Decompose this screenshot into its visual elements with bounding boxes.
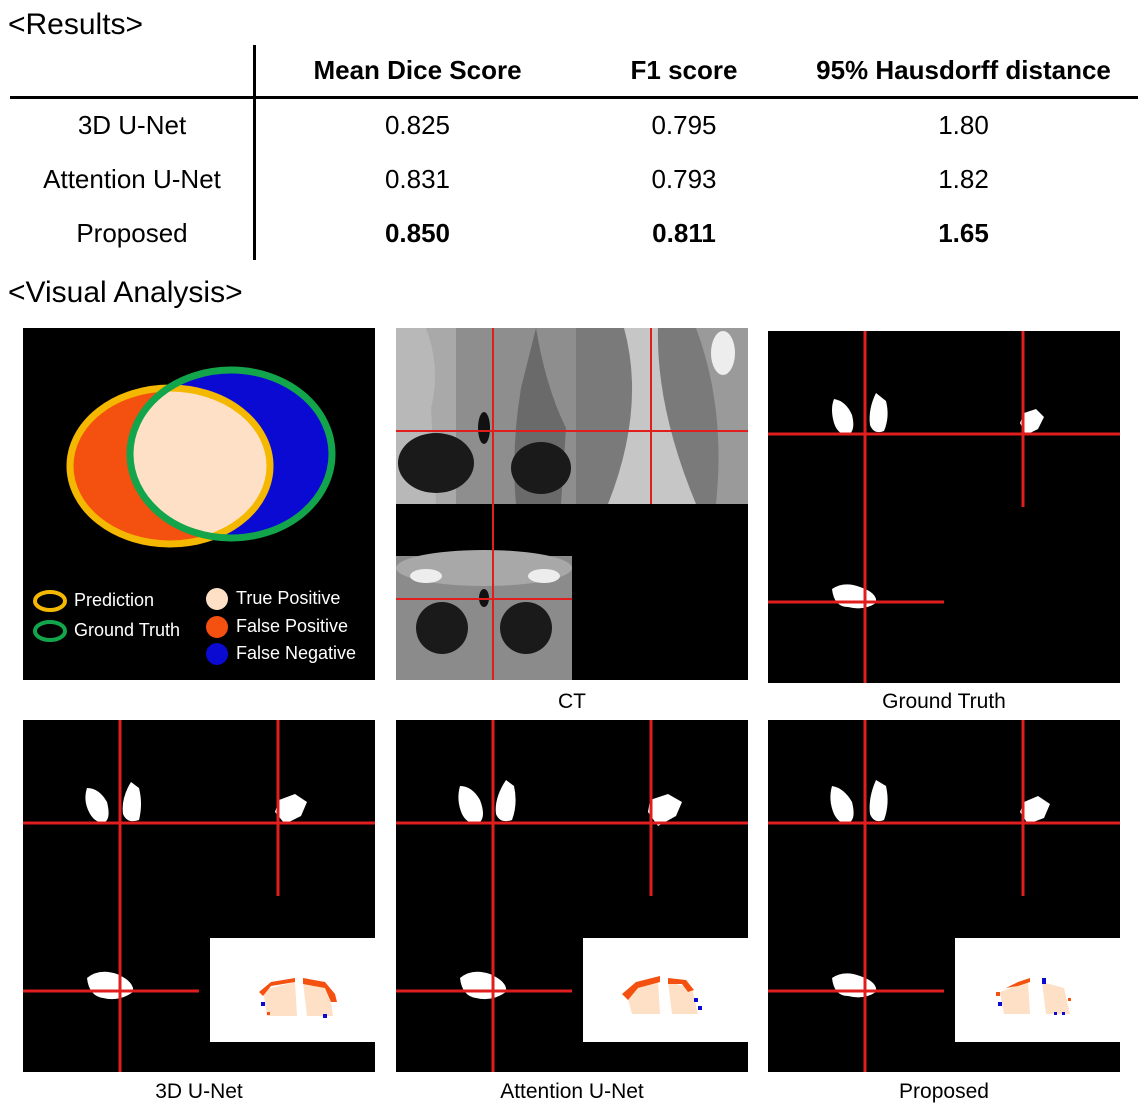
unet3d-panel — [23, 720, 375, 1072]
cell-3d-unet-f1: 0.795 — [651, 110, 717, 140]
legend-false-positive-label: False Positive — [236, 616, 349, 636]
cell-3d-unet-dice: 0.825 — [384, 110, 451, 140]
false-positive-legend-swatch — [206, 616, 228, 638]
proposed-zoom-inset — [955, 938, 1120, 1042]
cell-3d-unet-hausdorff: 1.80 — [938, 110, 989, 140]
attention-unet-zoom-inset — [583, 938, 748, 1042]
row-label-attention-unet: Attention U-Net — [43, 164, 221, 194]
ct-image — [396, 328, 748, 680]
row-label-3d-unet: 3D U-Net — [77, 110, 187, 140]
unet3d-mask-image — [23, 720, 375, 1072]
caption-proposed: Proposed — [899, 1080, 989, 1103]
ground-truth-panel — [768, 331, 1120, 683]
ct-panel — [396, 328, 748, 680]
cell-attention-f1: 0.793 — [651, 164, 717, 194]
true-positive-legend-swatch — [206, 588, 228, 610]
legend-true-positive-label: True Positive — [236, 588, 341, 608]
unet3d-zoom-inset — [210, 938, 375, 1042]
column-header-f1: F1 score — [630, 55, 738, 85]
caption-ground-truth: Ground Truth — [882, 690, 1006, 713]
proposed-panel — [768, 720, 1120, 1072]
cell-attention-hausdorff: 1.82 — [938, 164, 989, 194]
column-header-dice: Mean Dice Score — [313, 55, 522, 85]
legend-false-negative-label: False Negative — [236, 643, 357, 663]
proposed-mask-image — [768, 720, 1120, 1072]
caption-3d-unet: 3D U-Net — [155, 1080, 243, 1103]
false-negative-legend-swatch — [206, 643, 228, 665]
ground-truth-ring — [126, 366, 336, 542]
results-heading: <Results> — [8, 8, 144, 41]
legend-ground-truth-label: Ground Truth — [74, 620, 181, 640]
visual-analysis-heading: <Visual Analysis> — [8, 276, 243, 309]
caption-ct: CT — [558, 690, 586, 713]
prediction-legend-swatch — [33, 590, 67, 612]
cell-proposed-hausdorff: 1.65 — [938, 218, 989, 248]
cell-attention-dice: 0.831 — [384, 164, 451, 194]
attention-unet-panel — [396, 720, 748, 1072]
venn-diagram — [33, 366, 336, 665]
caption-attention-unet: Attention U-Net — [500, 1080, 644, 1103]
column-header-hausdorff: 95% Hausdorff distance — [816, 55, 1111, 85]
legend-prediction-label: Prediction — [74, 590, 155, 610]
cell-proposed-dice: 0.850 — [384, 218, 451, 248]
row-label-proposed: Proposed — [76, 218, 188, 248]
cell-proposed-f1: 0.811 — [652, 218, 716, 248]
ground-truth-legend-swatch — [33, 620, 67, 642]
table-vertical-rule — [253, 45, 256, 260]
true-positive-region — [130, 388, 270, 538]
attention-unet-mask-image — [396, 720, 748, 1072]
ground-truth-mask-image — [768, 331, 1120, 683]
table-header-rule — [10, 96, 1138, 99]
venn-legend-panel: Prediction Ground Truth True Positive Fa… — [23, 328, 375, 680]
